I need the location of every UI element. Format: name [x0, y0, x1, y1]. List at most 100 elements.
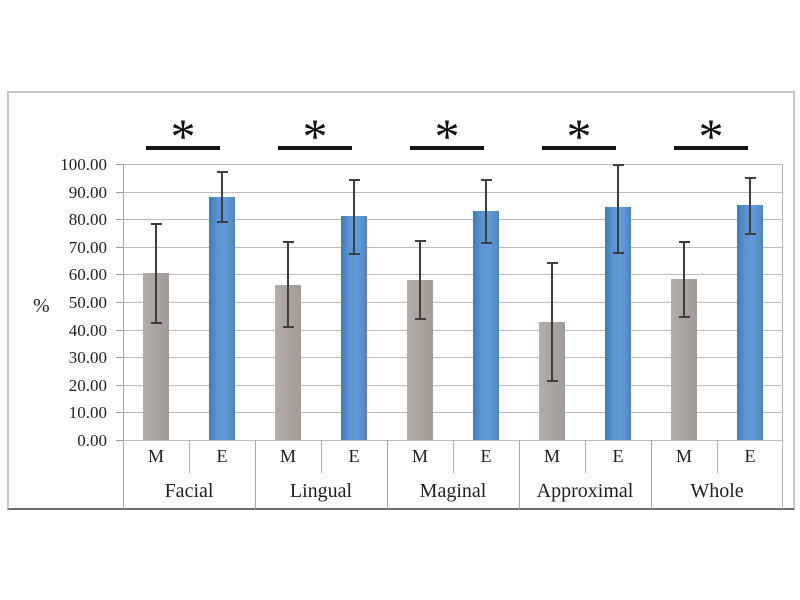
error-bar-line: [749, 177, 751, 234]
group-label-lingual: Lingual: [289, 479, 353, 502]
y-axis-tick-label: 80.00: [68, 210, 107, 229]
significance-asterisk: *: [302, 108, 328, 164]
gridline: [123, 219, 782, 220]
y-axis-tick: [116, 385, 123, 386]
gridline: [123, 357, 782, 358]
group-label-facial: Facial: [164, 479, 214, 502]
y-axis-tick-label: 40.00: [68, 321, 107, 340]
y-axis-tick: [116, 247, 123, 248]
significance-line: [146, 146, 220, 150]
category-label-m: M: [411, 446, 428, 466]
gridline: [123, 274, 782, 275]
error-bar-line: [485, 179, 487, 244]
error-bar-line: [155, 223, 157, 324]
error-bar-line: [683, 241, 685, 317]
bar-e-maginal: [473, 211, 499, 440]
significance-asterisk: *: [170, 108, 196, 164]
sub-category-separator: [717, 440, 718, 473]
y-axis-tick-label: 60.00: [68, 265, 107, 284]
y-axis-tick-label: 0.00: [77, 431, 107, 450]
group-label-approximal: Approximal: [536, 479, 634, 502]
group-separator: [519, 440, 520, 509]
y-axis-line: [123, 164, 124, 509]
error-bar-line: [353, 179, 355, 254]
group-separator: [651, 440, 652, 509]
y-axis-tick-label: 10.00: [68, 403, 107, 422]
gridline: [123, 164, 782, 165]
y-axis-tick: [116, 330, 123, 331]
y-axis-tick: [116, 440, 123, 441]
y-axis-tick-label: 100.00: [60, 155, 107, 174]
error-bar-line: [551, 262, 553, 381]
y-axis-tick: [116, 302, 123, 303]
error-bar-cap-bottom: [349, 253, 360, 255]
plot-right-border: [782, 164, 783, 509]
sub-category-separator: [453, 440, 454, 473]
gridline: [123, 302, 782, 303]
y-axis-tick-label: 90.00: [68, 183, 107, 202]
gridline: [123, 412, 782, 413]
sub-category-separator: [189, 440, 190, 473]
y-axis-tick-label: 30.00: [68, 348, 107, 367]
gridline: [123, 192, 782, 193]
group-separator: [255, 440, 256, 509]
error-bar-cap-top: [415, 240, 426, 242]
y-axis-tick: [116, 412, 123, 413]
error-bar-cap-top: [481, 179, 492, 181]
significance-asterisk: *: [698, 108, 724, 164]
error-bar-line: [287, 241, 289, 327]
error-bar-cap-top: [613, 164, 624, 166]
error-bar-line: [221, 171, 223, 222]
y-axis-tick: [116, 274, 123, 275]
error-bar-cap-top: [547, 262, 558, 264]
error-bar-cap-bottom: [613, 252, 624, 254]
error-bar-cap-bottom: [415, 318, 426, 320]
y-axis-tick: [116, 357, 123, 358]
group-separator: [387, 440, 388, 509]
error-bar-cap-bottom: [217, 221, 228, 223]
significance-asterisk: *: [566, 108, 592, 164]
group-label-maginal: Maginal: [419, 479, 487, 502]
y-axis-tick-label: 20.00: [68, 376, 107, 395]
y-axis-title: %: [33, 295, 50, 317]
y-axis-tick-label: 50.00: [68, 293, 107, 312]
category-label-m: M: [543, 446, 560, 466]
category-label-e: E: [348, 446, 360, 466]
y-axis-tick: [116, 219, 123, 220]
error-bar-cap-bottom: [547, 380, 558, 382]
significance-line: [410, 146, 484, 150]
category-label-e: E: [744, 446, 756, 466]
category-label-e: E: [612, 446, 624, 466]
error-bar-line: [617, 164, 619, 253]
significance-asterisk: *: [434, 108, 460, 164]
error-bar-cap-top: [349, 179, 360, 181]
significance-line: [278, 146, 352, 150]
sub-category-separator: [585, 440, 586, 473]
significance-line: [674, 146, 748, 150]
significance-line: [542, 146, 616, 150]
gridline: [123, 247, 782, 248]
category-label-m: M: [147, 446, 164, 466]
error-bar-cap-bottom: [679, 316, 690, 318]
group-label-whole: Whole: [690, 479, 744, 502]
category-label-m: M: [279, 446, 296, 466]
error-bar-cap-bottom: [283, 326, 294, 328]
error-bar-cap-top: [679, 241, 690, 243]
y-axis-tick-label: 70.00: [68, 238, 107, 257]
error-bar-cap-bottom: [745, 233, 756, 235]
error-bar-cap-bottom: [481, 242, 492, 244]
error-bar-cap-top: [283, 241, 294, 243]
y-axis-tick: [116, 192, 123, 193]
bar-e-facial: [209, 197, 235, 440]
gridline: [123, 385, 782, 386]
error-bar-cap-top: [217, 171, 228, 173]
sub-category-separator: [321, 440, 322, 473]
category-label-e: E: [480, 446, 492, 466]
category-label-e: E: [216, 446, 228, 466]
gridline: [123, 330, 782, 331]
y-axis-tick: [116, 164, 123, 165]
gridline: [123, 440, 782, 441]
error-bar-cap-top: [151, 223, 162, 225]
error-bar-cap-top: [745, 177, 756, 179]
bar-e-whole: [737, 205, 763, 440]
